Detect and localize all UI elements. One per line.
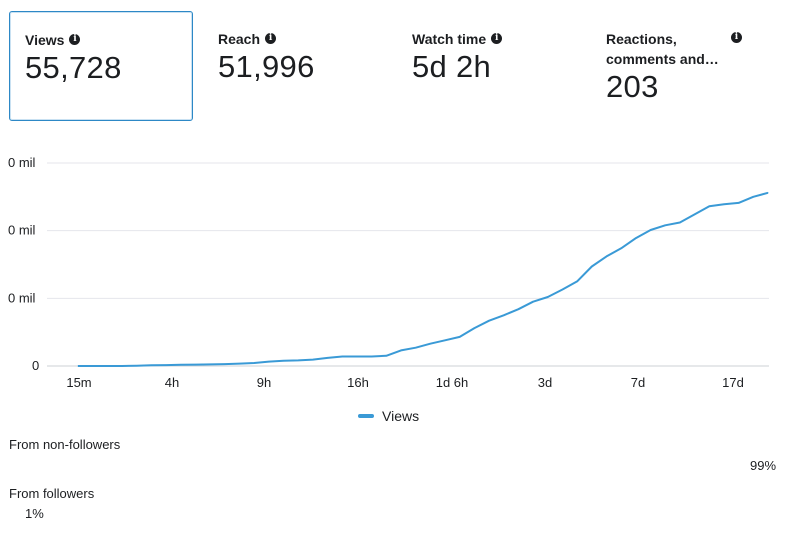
y-tick-label: 0 mil [8,223,36,238]
metric-value: 55,728 [25,50,122,85]
metric-cards: Views i 55,728 Reach i 51,996 Watch time… [9,11,787,123]
data-point [591,266,593,267]
metric-value: 203 [606,69,659,104]
metric-title: Reach [218,31,261,47]
y-tick-label: 0 [32,358,39,373]
data-point [77,365,79,367]
data-point [92,365,94,367]
metric-card-header: Reach i [218,29,387,49]
data-point [121,365,123,367]
data-point [297,359,299,361]
data-point [708,205,710,207]
info-icon[interactable]: i [731,32,742,43]
data-point [620,247,622,249]
x-tick-label: 17d [722,375,744,390]
legend-swatch [358,414,374,418]
y-tick-label: 0 mil [8,290,36,305]
data-point [194,364,196,366]
info-icon[interactable]: i [69,34,81,45]
data-point [503,314,505,316]
views-line-chart: 0 0 mil 0 mil 0 mil 15m 4h 9h 16h 1d 6h 3d 7d 17d [8,155,769,390]
data-point [415,347,417,349]
data-point [341,356,343,357]
x-tick-label: 4h [165,375,179,390]
data-point [738,202,740,204]
data-point [562,289,563,290]
x-tick-label: 16h [347,375,369,390]
legend-label: Views [382,408,420,424]
data-point [473,327,475,329]
x-tick-label: 1d 6h [436,375,469,390]
data-point [752,196,754,198]
metric-card-header: Reactions, comments and… i [606,29,785,69]
followers-percent: 1% [25,506,44,521]
data-point [327,357,329,359]
data-point [488,320,490,322]
metric-card-watch-time[interactable]: Watch time i 5d 2h [397,11,581,121]
metric-title: Views [25,32,65,48]
data-point [150,364,152,366]
data-point [547,296,549,298]
data-point [767,192,769,194]
data-point [635,237,637,239]
x-tick-label: 3d [538,375,552,390]
data-point [106,365,108,367]
series-line-views[interactable] [78,191,769,367]
chart-legend[interactable]: Views [358,408,419,424]
y-tick-label: 0 mil [8,155,36,170]
data-point [532,301,534,303]
metric-value: 51,996 [218,49,315,84]
data-point [283,360,284,362]
followers-label: From followers [9,486,95,501]
data-point [180,364,182,366]
data-point [400,349,402,351]
non-followers-percent: 99% [750,458,777,473]
metric-value: 5d 2h [412,49,492,84]
metric-card-reach[interactable]: Reach i 51,996 [203,11,387,121]
data-point [312,359,314,361]
data-point [253,362,255,364]
info-icon[interactable]: i [491,33,503,44]
data-point [371,356,373,357]
metric-card-header: Watch time i [412,29,581,49]
data-point [444,339,446,341]
x-tick-label: 7d [631,375,645,390]
data-point [239,363,240,365]
non-followers-label: From non-followers [9,437,121,452]
data-point [165,364,167,366]
data-point [664,224,666,226]
data-point [268,361,270,363]
data-point [429,343,431,345]
metric-card-views[interactable]: Views i 55,728 [9,11,193,121]
metric-title: Reactions, comments and… [606,31,719,67]
data-point [694,213,696,215]
data-point [606,255,607,257]
data-point [517,308,519,310]
data-point [224,363,226,365]
data-point [136,365,138,367]
data-point [209,363,211,365]
data-point [679,222,681,223]
data-point [356,356,358,357]
metric-card-header: Views i [25,30,192,50]
metric-title: Watch time [412,31,487,47]
data-point [723,203,725,205]
data-point [459,336,461,338]
metric-card-reactions[interactable]: Reactions, comments and… i 203 [591,11,785,121]
data-point [385,355,387,357]
x-tick-label: 15m [66,375,91,390]
x-tick-label: 9h [257,375,271,390]
views-chart: 0 0 mil 0 mil 0 mil 15m 4h 9h 16h 1d 6h 3d 7d 17d [0,140,787,400]
data-point [576,280,578,282]
info-icon[interactable]: i [265,33,277,44]
data-point [650,229,652,231]
